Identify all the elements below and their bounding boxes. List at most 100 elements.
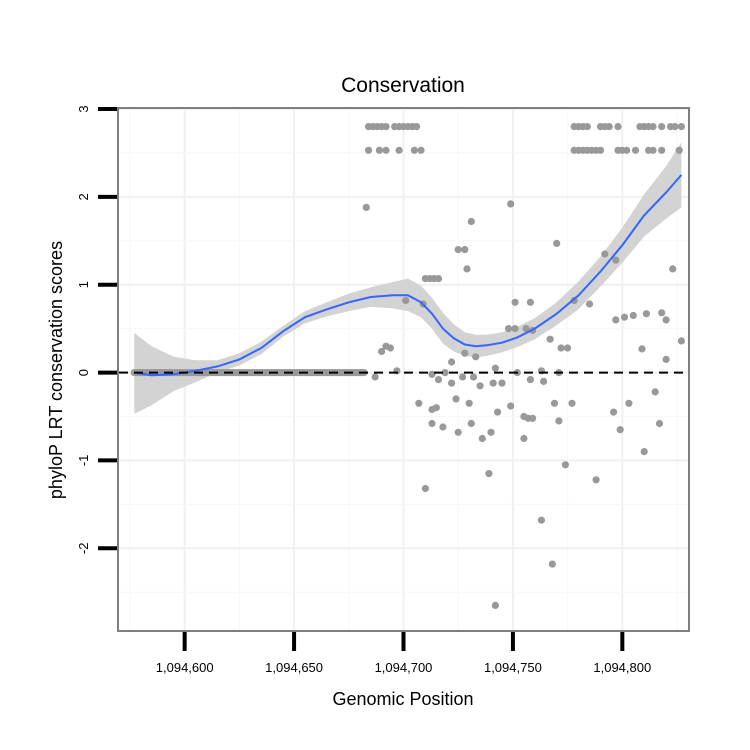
data-point — [677, 123, 686, 131]
axes-layer: 3 2 1 0 -1 -2 1,094,600 1,094,650 1,094,700 1,094… — [76, 105, 651, 675]
data-point — [612, 256, 620, 264]
data-point — [540, 377, 548, 385]
data-point — [467, 217, 475, 226]
x-tick-label: 1,094,800 — [593, 660, 651, 675]
chart-title: Conservation — [341, 74, 465, 97]
data-point — [546, 335, 554, 343]
data-point — [675, 146, 683, 154]
data-point — [371, 373, 379, 381]
data-point — [434, 275, 443, 283]
data-point — [504, 325, 513, 333]
data-point — [428, 419, 436, 428]
data-point — [550, 399, 559, 407]
smooth-fit-line — [134, 174, 683, 377]
data-point — [434, 376, 443, 384]
data-point — [478, 434, 486, 443]
data-point — [362, 203, 370, 211]
data-point — [491, 364, 499, 372]
data-point — [448, 358, 456, 366]
data-point — [485, 470, 493, 478]
y-axis-title: phyloP LRT conservation scores — [46, 241, 66, 499]
data-point — [629, 311, 637, 320]
data-point — [454, 246, 462, 254]
data-point — [649, 123, 657, 131]
y-tick-label: 3 — [76, 105, 91, 112]
data-point — [568, 399, 576, 407]
data-point — [465, 399, 473, 407]
data-point — [511, 298, 519, 306]
data-point — [472, 353, 480, 361]
data-point — [640, 448, 648, 456]
data-point — [548, 560, 556, 568]
data-point — [605, 123, 613, 131]
x-axis-title: Genomic Position — [332, 689, 473, 709]
data-point — [417, 146, 425, 154]
data-point — [658, 309, 666, 317]
data-point — [522, 325, 530, 333]
data-point — [529, 414, 537, 422]
data-point — [669, 265, 677, 273]
data-point — [564, 344, 572, 352]
data-point — [614, 123, 622, 131]
data-point — [489, 379, 497, 387]
data-point — [402, 296, 410, 305]
data-point — [454, 428, 462, 436]
y-tick-label: 2 — [76, 193, 91, 200]
data-point — [655, 419, 664, 428]
data-point — [421, 484, 429, 493]
data-point — [616, 426, 624, 434]
data-point — [364, 146, 373, 154]
data-point — [671, 123, 679, 131]
data-point — [410, 146, 418, 154]
data-point — [623, 146, 631, 154]
data-point — [658, 123, 666, 131]
data-point — [553, 239, 561, 247]
data-point — [494, 408, 502, 416]
data-point — [491, 601, 499, 610]
data-point — [537, 516, 546, 524]
data-point — [601, 250, 609, 258]
y-tick-label: 1 — [76, 281, 91, 288]
confidence-ribbon — [134, 142, 682, 414]
data-point — [651, 388, 659, 396]
data-point — [441, 369, 449, 377]
data-point — [625, 399, 633, 407]
x-tick-label: 1,094,650 — [265, 660, 323, 675]
data-point — [631, 146, 640, 154]
y-tick-label: -2 — [76, 543, 91, 555]
data-point — [459, 373, 467, 381]
data-point — [382, 146, 390, 154]
data-point — [386, 344, 394, 352]
x-tick-label: 1,094,700 — [375, 660, 433, 675]
data-point — [432, 404, 440, 412]
data-point — [662, 355, 670, 363]
data-point — [448, 379, 456, 387]
data-point — [476, 382, 484, 390]
data-point — [487, 428, 495, 436]
data-point — [596, 146, 605, 154]
data-point — [662, 316, 670, 324]
y-tick-label: 0 — [76, 369, 91, 376]
data-point — [642, 310, 651, 318]
data-point — [511, 325, 519, 333]
confidence-ribbon-layer — [134, 142, 682, 414]
data-point — [382, 123, 390, 131]
data-point — [612, 316, 620, 324]
data-point — [555, 417, 563, 425]
data-point — [463, 265, 471, 273]
data-point — [461, 349, 469, 357]
data-point — [395, 146, 403, 154]
data-point — [677, 337, 686, 345]
data-point — [557, 344, 565, 352]
data-point — [498, 379, 506, 387]
y-tick-label: -1 — [76, 455, 91, 467]
data-point — [583, 123, 591, 131]
data-point — [507, 200, 515, 208]
data-point — [649, 146, 657, 154]
data-point — [561, 461, 570, 469]
data-point — [507, 402, 515, 410]
data-point — [375, 146, 383, 154]
data-point — [520, 434, 528, 443]
data-point — [469, 373, 478, 381]
data-point — [461, 246, 469, 254]
